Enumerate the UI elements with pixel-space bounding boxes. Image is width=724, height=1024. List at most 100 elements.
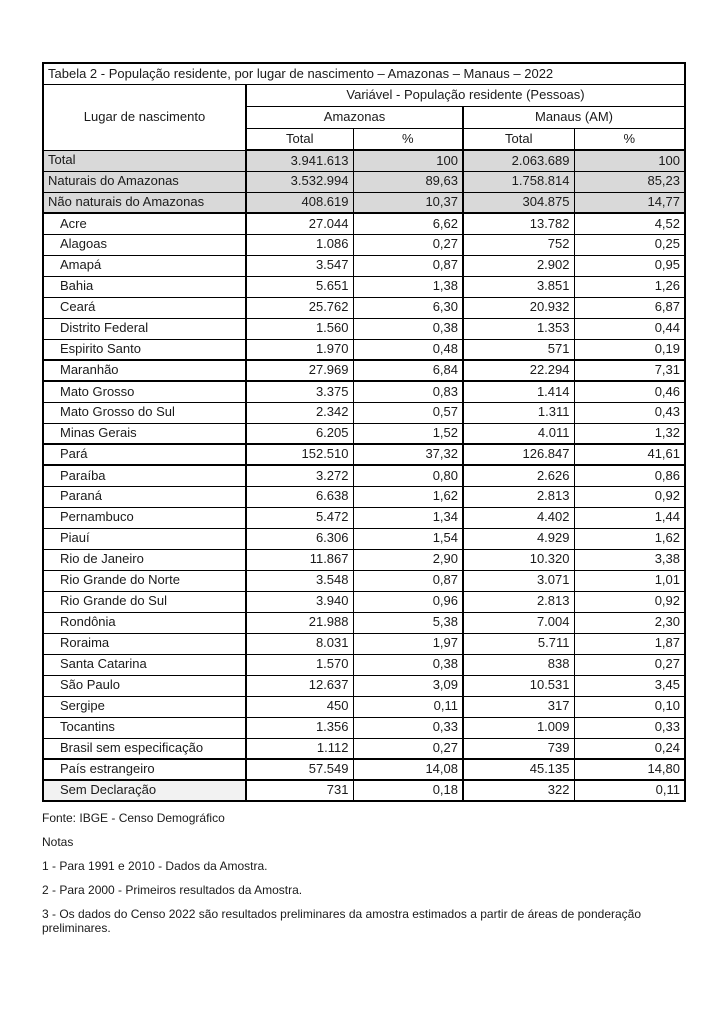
cell-manaus-total: 7.004 (462, 611, 575, 634)
cell-manaus-total: 752 (462, 233, 575, 256)
table-row: Acre 27.044 6,62 13.782 4,52 (42, 212, 686, 235)
table-row: São Paulo 12.637 3,09 10.531 3,45 (42, 674, 686, 697)
row-label: Sem Declaração (42, 779, 247, 802)
table-row: Espirito Santo 1.970 0,48 571 0,19 (42, 338, 686, 361)
cell-amazonas-pct: 0,80 (352, 464, 464, 487)
row-label: Minas Gerais (42, 422, 247, 445)
cell-manaus-pct: 2,30 (573, 611, 686, 634)
row-label: Pará (42, 443, 247, 466)
row-label: Piauí (42, 527, 247, 550)
cell-manaus-total: 126.847 (462, 443, 575, 466)
cell-amazonas-total: 21.988 (245, 611, 354, 634)
table-row: Paraná 6.638 1,62 2.813 0,92 (42, 485, 686, 508)
footer-notes: Fonte: IBGE - Censo Demográfico Notas 1 … (42, 811, 686, 935)
cell-manaus-total: 1.414 (462, 380, 575, 403)
cell-amazonas-total: 3.548 (245, 569, 354, 592)
col-group-manaus: Manaus (AM) (461, 105, 686, 129)
table-row: Rio de Janeiro 11.867 2,90 10.320 3,38 (42, 548, 686, 571)
col-header-amazonas-total: Total (245, 127, 354, 151)
cell-manaus-total: 5.711 (462, 632, 575, 655)
table-row: Naturais do Amazonas 3.532.994 89,63 1.758.… (42, 170, 686, 193)
cell-amazonas-pct: 0,48 (352, 338, 464, 361)
cell-amazonas-total: 1.356 (245, 716, 354, 739)
cell-manaus-total: 20.932 (462, 296, 575, 319)
cell-amazonas-pct: 1,38 (352, 275, 464, 298)
row-label: Maranhão (42, 359, 247, 382)
table-row: País estrangeiro 57.549 14,08 45.135 14,80 (42, 758, 686, 781)
cell-manaus-pct: 14,77 (573, 191, 686, 214)
cell-amazonas-pct: 0,27 (352, 737, 464, 760)
cell-manaus-pct: 1,32 (573, 422, 686, 445)
cell-manaus-pct: 3,45 (573, 674, 686, 697)
cell-amazonas-total: 731 (245, 779, 354, 802)
row-label: Alagoas (42, 233, 247, 256)
row-label: Sergipe (42, 695, 247, 718)
row-label: Paraíba (42, 464, 247, 487)
cell-amazonas-pct: 10,37 (352, 191, 464, 214)
title-row: Tabela 2 - População residente, por luga… (42, 62, 686, 85)
cell-amazonas-total: 6.638 (245, 485, 354, 508)
table-row: Rondônia 21.988 5,38 7.004 2,30 (42, 611, 686, 634)
cell-manaus-total: 2.813 (462, 485, 575, 508)
table-row: Total 3.941.613 100 2.063.689 100 (42, 149, 686, 172)
row-label: Pernambuco (42, 506, 247, 529)
cell-amazonas-pct: 2,90 (352, 548, 464, 571)
cell-manaus-total: 10.320 (462, 548, 575, 571)
cell-manaus-pct: 0,27 (573, 653, 686, 676)
cell-amazonas-total: 1.560 (245, 317, 354, 340)
cell-manaus-pct: 6,87 (573, 296, 686, 319)
row-label: Amapá (42, 254, 247, 277)
cell-manaus-pct: 7,31 (573, 359, 686, 382)
cell-amazonas-total: 3.272 (245, 464, 354, 487)
cell-amazonas-total: 25.762 (245, 296, 354, 319)
table-row: Pará 152.510 37,32 126.847 41,61 (42, 443, 686, 466)
cell-manaus-pct: 14,80 (573, 758, 686, 781)
row-label: Rondônia (42, 611, 247, 634)
cell-manaus-total: 4.011 (462, 422, 575, 445)
cell-manaus-total: 1.353 (462, 317, 575, 340)
table-row: Brasil sem especificação 1.112 0,27 739 0,24 (42, 737, 686, 760)
row-label: Rio de Janeiro (42, 548, 247, 571)
cell-amazonas-pct: 0,87 (352, 569, 464, 592)
cell-amazonas-total: 11.867 (245, 548, 354, 571)
table-row: Ceará 25.762 6,30 20.932 6,87 (42, 296, 686, 319)
cell-amazonas-pct: 0,18 (352, 779, 464, 802)
row-label: Brasil sem especificação (42, 737, 247, 760)
table-row: Santa Catarina 1.570 0,38 838 0,27 (42, 653, 686, 676)
cell-manaus-pct: 0,44 (573, 317, 686, 340)
cell-amazonas-total: 8.031 (245, 632, 354, 655)
cell-manaus-total: 4.402 (462, 506, 575, 529)
cell-manaus-total: 45.135 (462, 758, 575, 781)
cell-amazonas-pct: 6,84 (352, 359, 464, 382)
cell-amazonas-total: 3.940 (245, 590, 354, 613)
cell-manaus-pct: 1,44 (573, 506, 686, 529)
cell-amazonas-pct: 3,09 (352, 674, 464, 697)
table-row: Amapá 3.547 0,87 2.902 0,95 (42, 254, 686, 277)
row-label: Rio Grande do Norte (42, 569, 247, 592)
cell-amazonas-total: 5.651 (245, 275, 354, 298)
row-label: Tocantins (42, 716, 247, 739)
col-header-manaus-pct: % (573, 127, 686, 151)
row-label: Bahia (42, 275, 247, 298)
row-label: Total (42, 149, 247, 172)
cell-manaus-pct: 0,10 (573, 695, 686, 718)
cell-amazonas-pct: 0,33 (352, 716, 464, 739)
cell-amazonas-total: 3.547 (245, 254, 354, 277)
table-row: Minas Gerais 6.205 1,52 4.011 1,32 (42, 422, 686, 445)
document-page: Tabela 2 - População residente, por luga… (42, 62, 687, 935)
cell-manaus-pct: 0,19 (573, 338, 686, 361)
col-header-place-of-birth: Lugar de nascimento (42, 83, 247, 151)
cell-manaus-pct: 85,23 (573, 170, 686, 193)
cell-amazonas-total: 1.570 (245, 653, 354, 676)
cell-manaus-pct: 1,26 (573, 275, 686, 298)
cell-manaus-total: 13.782 (462, 212, 575, 235)
cell-manaus-total: 3.851 (462, 275, 575, 298)
cell-amazonas-total: 1.086 (245, 233, 354, 256)
cell-amazonas-pct: 89,63 (352, 170, 464, 193)
table-row: Paraíba 3.272 0,80 2.626 0,86 (42, 464, 686, 487)
cell-amazonas-total: 3.941.613 (245, 149, 354, 172)
cell-amazonas-pct: 0,83 (352, 380, 464, 403)
cell-amazonas-pct: 0,87 (352, 254, 464, 277)
table-row: Piauí 6.306 1,54 4.929 1,62 (42, 527, 686, 550)
cell-manaus-total: 10.531 (462, 674, 575, 697)
